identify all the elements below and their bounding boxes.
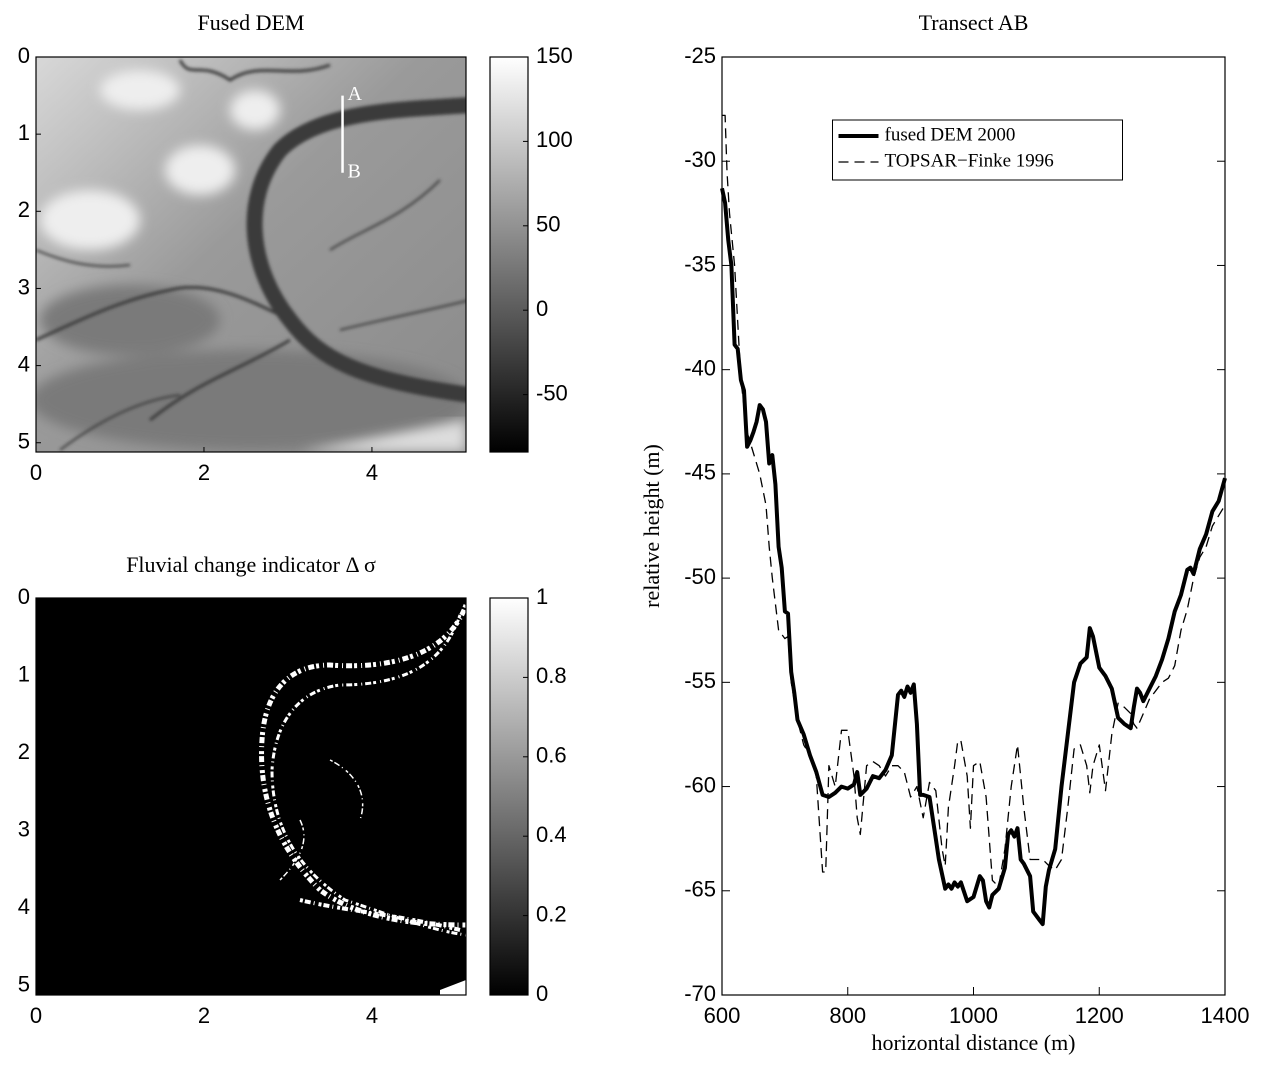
data-line <box>720 187 1227 927</box>
y-tick-label: 3 <box>18 816 30 841</box>
y-tick-label: 0 <box>18 584 30 609</box>
colorbar-tick-label: 0.4 <box>536 822 567 847</box>
y-tick-label: -65 <box>684 877 716 902</box>
colorbar-tick-label: 150 <box>536 43 573 68</box>
y-tick-label: 2 <box>18 739 30 764</box>
y-tick-label: -45 <box>684 460 716 485</box>
x-tick-label: 2 <box>198 460 210 485</box>
y-tick-label: -70 <box>684 981 716 1006</box>
colorbar-frame <box>489 56 529 453</box>
colorbar-frame <box>489 597 529 996</box>
legend-label: fused DEM 2000 <box>885 124 1016 145</box>
y-tick-label: -50 <box>684 564 716 589</box>
y-tick-label: 1 <box>18 661 30 686</box>
y-tick-label: -60 <box>684 772 716 797</box>
transect-label: B <box>348 160 361 182</box>
chart-title: Fluvial change indicator Δ σ <box>126 552 376 577</box>
x-tick-label: 2 <box>198 1003 210 1028</box>
y-axis-label: relative height (m) <box>639 444 664 608</box>
x-tick-label: 0 <box>30 1003 42 1028</box>
x-axis-label: horizontal distance (m) <box>871 1030 1075 1055</box>
change-image <box>36 598 466 995</box>
x-tick-label: 0 <box>30 460 42 485</box>
y-tick-label: 4 <box>18 351 30 376</box>
colorbar-tick-label: 0 <box>536 296 548 321</box>
y-tick-label: 3 <box>18 274 30 299</box>
y-tick-label: -25 <box>684 43 716 68</box>
x-tick-label: 4 <box>366 460 378 485</box>
colorbar-tick-label: 100 <box>536 127 573 152</box>
y-tick-label: 4 <box>18 894 30 919</box>
x-tick-label: 1400 <box>1201 1003 1250 1028</box>
y-tick-label: 5 <box>18 972 30 997</box>
colorbar-tick-label: 0.2 <box>536 901 567 926</box>
x-tick-label: 1200 <box>1075 1003 1124 1028</box>
x-tick-label: 600 <box>704 1003 741 1028</box>
colorbar <box>490 598 528 995</box>
data-line <box>722 114 1226 888</box>
axes-frame <box>35 56 467 453</box>
x-tick-label: 1000 <box>949 1003 998 1028</box>
y-tick-label: -40 <box>684 355 716 380</box>
colorbar-tick-label: 50 <box>536 212 560 237</box>
colorbar <box>490 57 528 452</box>
colorbar-tick-label: 0.8 <box>536 663 567 688</box>
y-tick-label: -30 <box>684 147 716 172</box>
axes-frame <box>35 597 467 996</box>
dem-image <box>36 57 466 452</box>
chart-title: Transect AB <box>919 10 1029 35</box>
colorbar-tick-label: 1 <box>536 584 548 609</box>
y-tick-label: 5 <box>18 429 30 454</box>
colorbar-tick-label: -50 <box>536 380 568 405</box>
chart-title: Fused DEM <box>198 10 305 35</box>
y-tick-label: -55 <box>684 668 716 693</box>
y-tick-label: 1 <box>18 120 30 145</box>
y-tick-label: 2 <box>18 197 30 222</box>
axes-frame <box>721 56 1226 996</box>
transect-label: A <box>348 83 363 105</box>
y-tick-label: 0 <box>18 43 30 68</box>
x-tick-label: 4 <box>366 1003 378 1028</box>
legend-label: TOPSAR−Finke 1996 <box>885 150 1054 171</box>
colorbar-tick-label: 0 <box>536 981 548 1006</box>
x-tick-label: 800 <box>829 1003 866 1028</box>
legend-box <box>832 119 1123 181</box>
y-tick-label: -35 <box>684 251 716 276</box>
colorbar-tick-label: 0.6 <box>536 743 567 768</box>
